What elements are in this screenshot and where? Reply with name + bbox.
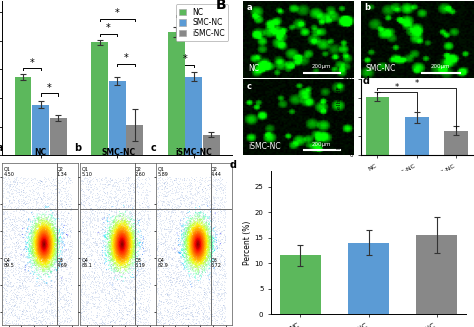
Bar [109, 81, 126, 155]
Bar [50, 118, 67, 155]
Text: *: * [29, 58, 34, 68]
Text: *: * [115, 9, 119, 18]
Text: *: * [182, 54, 187, 64]
Legend: NC, SMC-NC, iSMC-NC: NC, SMC-NC, iSMC-NC [176, 5, 228, 41]
Bar [203, 135, 220, 155]
Bar [185, 77, 202, 155]
Text: d: d [230, 160, 237, 170]
Text: *: * [47, 83, 52, 93]
Bar [15, 77, 31, 155]
Text: *: * [106, 23, 111, 33]
Text: B: B [216, 0, 227, 11]
Bar [91, 43, 108, 155]
Bar [168, 32, 184, 155]
Bar [32, 105, 49, 155]
Text: *: * [124, 53, 128, 63]
Text: *: * [191, 4, 196, 14]
Bar [127, 126, 143, 155]
